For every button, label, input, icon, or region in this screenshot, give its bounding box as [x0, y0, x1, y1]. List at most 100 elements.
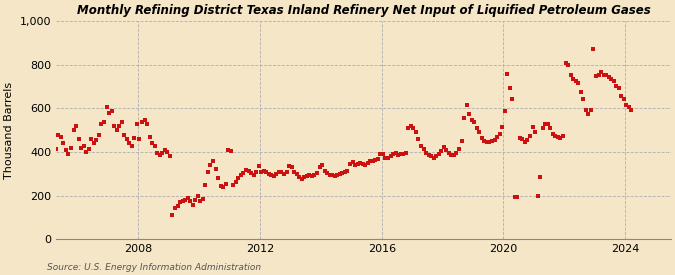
Point — [387, 152, 398, 156]
Point — [312, 171, 323, 175]
Point — [51, 147, 61, 151]
Point — [126, 143, 137, 148]
Point — [188, 202, 198, 207]
Point — [390, 151, 401, 155]
Point — [169, 206, 180, 210]
Point — [119, 133, 130, 137]
Point — [375, 152, 386, 156]
Point — [524, 134, 535, 138]
Point — [248, 173, 259, 177]
Point — [400, 151, 411, 155]
Point — [292, 172, 302, 176]
Point — [101, 105, 112, 109]
Point — [413, 137, 424, 141]
Point — [190, 198, 200, 202]
Point — [271, 172, 282, 176]
Point — [324, 173, 335, 177]
Point — [192, 194, 203, 198]
Point — [601, 72, 612, 77]
Point — [159, 148, 170, 152]
Point — [535, 175, 545, 180]
Point — [302, 174, 313, 178]
Point — [152, 151, 163, 155]
Point — [504, 86, 515, 90]
Point — [367, 159, 378, 163]
Point — [236, 173, 246, 177]
Point — [489, 138, 500, 142]
Point — [583, 112, 594, 116]
Point — [76, 145, 86, 150]
Point — [591, 73, 601, 78]
Point — [383, 155, 394, 160]
Point — [284, 164, 294, 169]
Point — [497, 125, 508, 129]
Point — [106, 108, 117, 113]
Point — [340, 170, 350, 174]
Point — [314, 165, 325, 170]
Point — [337, 171, 348, 175]
Point — [71, 124, 82, 128]
Point — [428, 155, 439, 160]
Point — [487, 139, 497, 143]
Point — [626, 107, 637, 112]
Point — [332, 173, 343, 177]
Point — [172, 204, 183, 208]
Point — [494, 131, 505, 136]
Point — [185, 199, 196, 204]
Point — [426, 154, 437, 159]
Point — [304, 173, 315, 177]
Point — [243, 169, 254, 173]
Point — [83, 147, 94, 151]
Y-axis label: Thousand Barrels: Thousand Barrels — [4, 82, 14, 179]
Point — [78, 143, 89, 148]
Point — [408, 126, 418, 130]
Point — [436, 149, 447, 153]
Point — [459, 116, 470, 120]
Point — [464, 112, 475, 116]
Point — [139, 118, 150, 123]
Point — [238, 171, 249, 175]
Point — [317, 163, 327, 167]
Point — [273, 170, 284, 174]
Point — [259, 169, 269, 173]
Point — [220, 182, 231, 186]
Point — [149, 143, 160, 148]
Point — [449, 153, 460, 158]
Point — [588, 47, 599, 52]
Point — [491, 135, 502, 139]
Point — [45, 122, 56, 126]
Point — [230, 179, 241, 184]
Point — [547, 131, 558, 136]
Point — [286, 165, 297, 170]
Point — [500, 108, 510, 113]
Point — [53, 133, 63, 137]
Point — [454, 147, 464, 151]
Point — [537, 126, 548, 130]
Point — [373, 156, 383, 161]
Point — [124, 141, 135, 145]
Point — [512, 195, 522, 199]
Point — [347, 160, 358, 164]
Point — [250, 170, 261, 174]
Point — [104, 111, 115, 115]
Point — [621, 103, 632, 107]
Point — [157, 151, 167, 155]
Point — [396, 152, 406, 156]
Point — [213, 176, 223, 180]
Point — [416, 143, 427, 148]
Point — [58, 141, 69, 145]
Point — [132, 122, 142, 126]
Point — [362, 161, 373, 165]
Point — [175, 200, 186, 205]
Point — [558, 134, 568, 138]
Point — [585, 107, 596, 112]
Point — [240, 167, 251, 172]
Point — [608, 79, 619, 83]
Point — [55, 135, 66, 139]
Point — [474, 130, 485, 135]
Point — [68, 128, 79, 133]
Point — [403, 126, 414, 130]
Point — [306, 174, 317, 178]
Point — [530, 130, 541, 135]
Point — [398, 152, 408, 156]
